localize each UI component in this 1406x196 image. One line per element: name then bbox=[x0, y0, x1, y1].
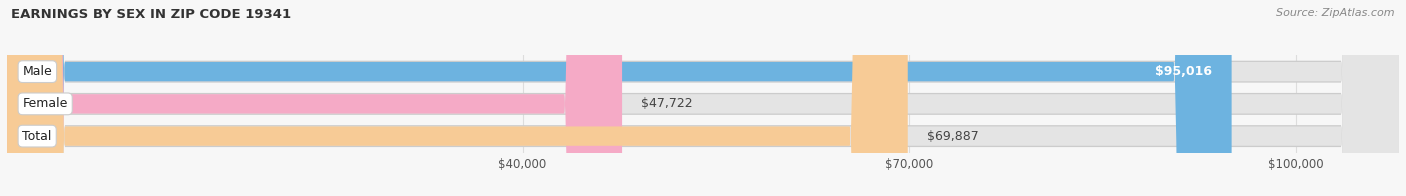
FancyBboxPatch shape bbox=[7, 0, 1399, 196]
Text: $47,722: $47,722 bbox=[641, 97, 693, 110]
Text: $95,016: $95,016 bbox=[1156, 65, 1212, 78]
Text: Female: Female bbox=[22, 97, 67, 110]
Text: Source: ZipAtlas.com: Source: ZipAtlas.com bbox=[1277, 8, 1395, 18]
Text: Total: Total bbox=[22, 130, 52, 143]
FancyBboxPatch shape bbox=[7, 0, 1399, 196]
FancyBboxPatch shape bbox=[7, 0, 1399, 196]
FancyBboxPatch shape bbox=[7, 0, 1399, 196]
FancyBboxPatch shape bbox=[7, 0, 1399, 196]
Text: EARNINGS BY SEX IN ZIP CODE 19341: EARNINGS BY SEX IN ZIP CODE 19341 bbox=[11, 8, 291, 21]
Text: Male: Male bbox=[22, 65, 52, 78]
FancyBboxPatch shape bbox=[7, 0, 621, 196]
FancyBboxPatch shape bbox=[7, 0, 1399, 196]
FancyBboxPatch shape bbox=[7, 0, 1232, 196]
Text: $69,887: $69,887 bbox=[927, 130, 979, 143]
FancyBboxPatch shape bbox=[7, 0, 908, 196]
